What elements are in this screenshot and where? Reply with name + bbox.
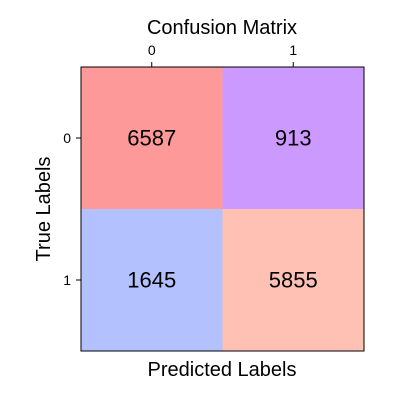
y-axis-ticks: 01	[63, 130, 81, 288]
x-tick-label-1: 1	[289, 42, 297, 58]
cell-value-0-1: 913	[275, 126, 312, 151]
heatmap-cell-1-1	[222, 209, 364, 351]
heatmap-cell-labels: 6587 913 1645 5855	[127, 126, 317, 293]
heatmap-cell-0-0	[81, 67, 223, 209]
x-tick-label-0: 0	[148, 42, 156, 58]
y-tick-label-1: 1	[63, 272, 71, 288]
y-tick-label-0: 0	[63, 130, 71, 146]
heatmap-cell-0-1	[222, 67, 364, 209]
heatmap-cell-1-0	[81, 209, 223, 351]
chart-title: Confusion Matrix	[147, 17, 297, 39]
y-axis-label: True Labels	[33, 157, 55, 262]
heatmap-cells	[81, 67, 364, 351]
cell-value-0-0: 6587	[127, 126, 176, 151]
cell-value-1-1: 5855	[269, 268, 318, 293]
x-axis-label: Predicted Labels	[148, 359, 297, 381]
plot-frame	[80, 66, 365, 352]
cell-value-1-0: 1645	[127, 268, 176, 293]
